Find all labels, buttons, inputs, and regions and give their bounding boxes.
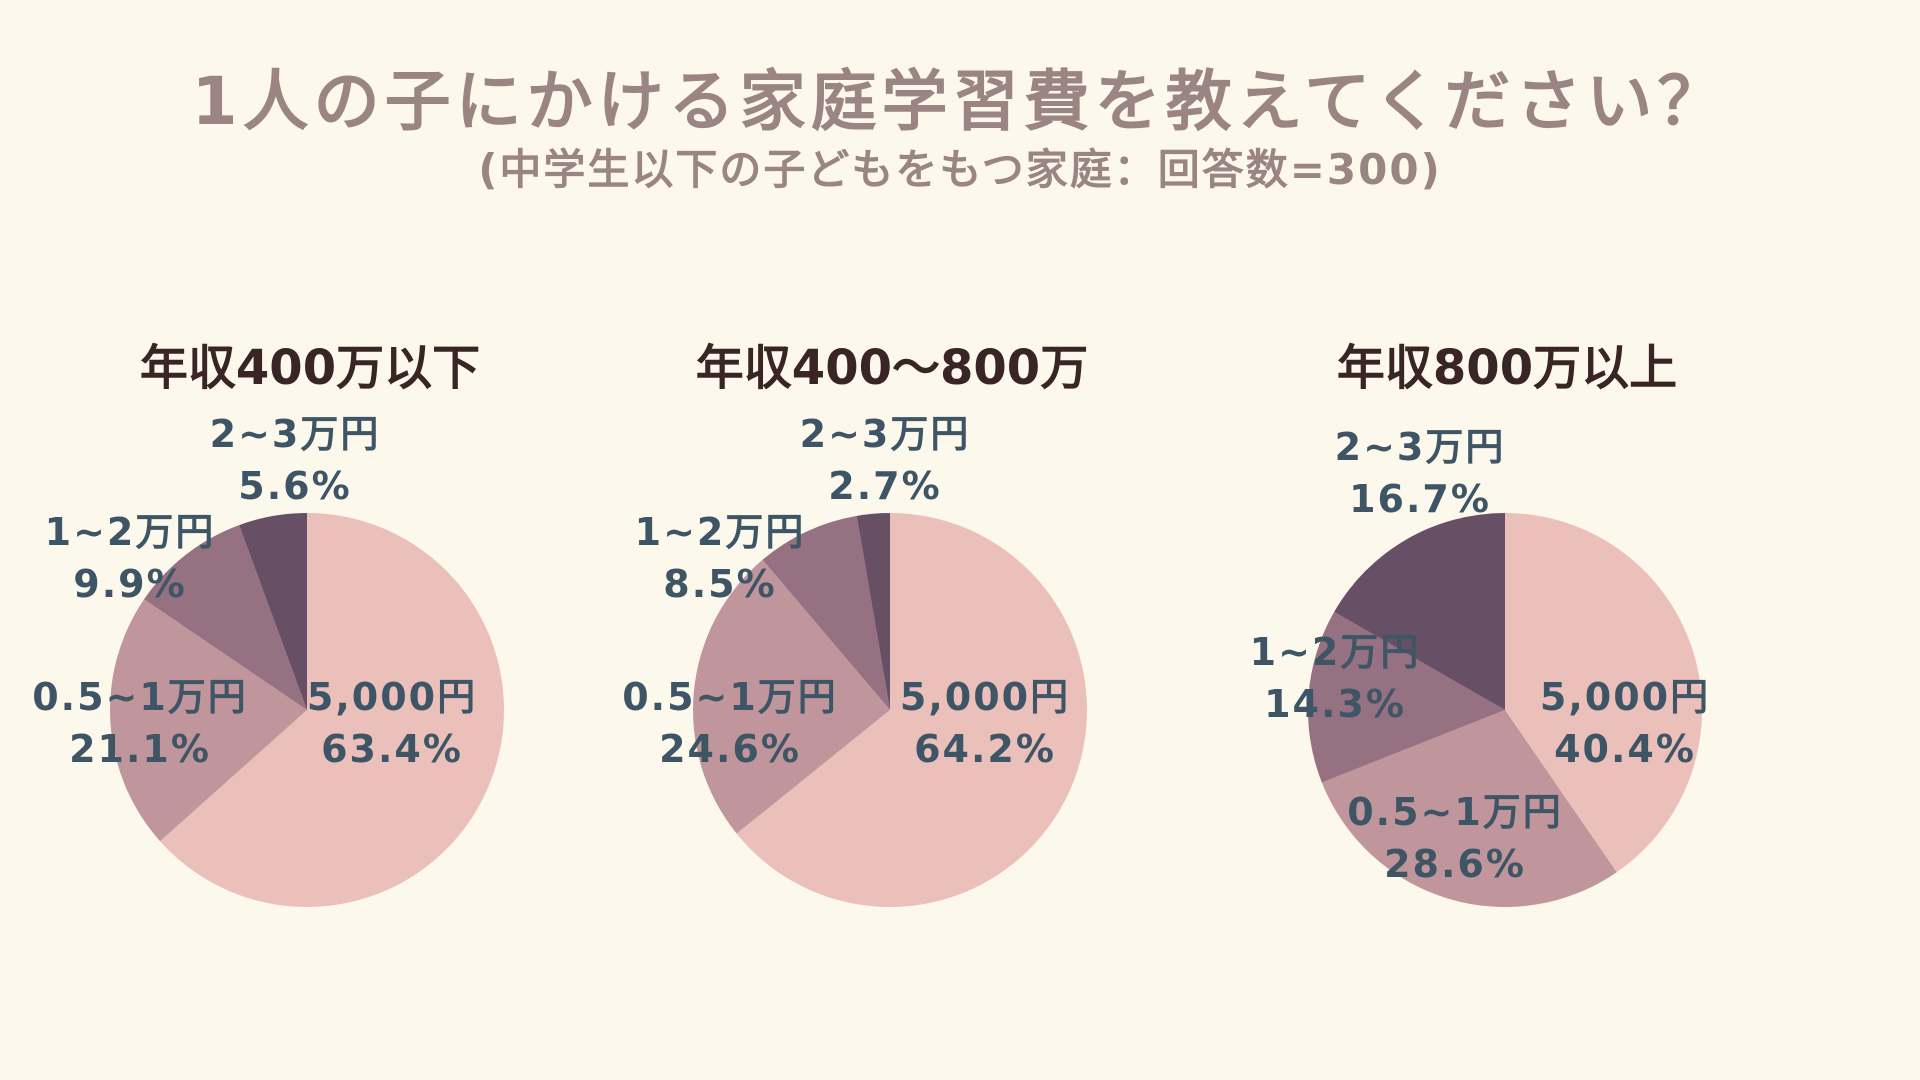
pie-1-value-label-1: 63.4%: [321, 727, 463, 771]
chart-1-title: 年収400万以下: [139, 340, 481, 396]
pie-1-slice-1: [160, 513, 505, 908]
pie-3-slice-4: [1334, 513, 1505, 710]
pie-1-value-label-3: 9.9%: [73, 562, 186, 606]
pie-3-value-label-1: 40.4%: [1554, 727, 1696, 771]
pie-3-category-label-4: 2~3万円: [1335, 425, 1506, 469]
pie-2-label-1: 5,000円 64.2%: [900, 675, 1070, 771]
pie-1-slice-3: [144, 525, 307, 710]
pie-3-category-label-3: 1~2万円: [1250, 630, 1421, 674]
pie-1-category-label-2: 0.5~1万円: [32, 675, 248, 719]
pie-3-label-2: 0.5~1万円 28.6%: [1347, 790, 1563, 886]
pie-1-label-4: 2~3万円 5.6%: [210, 412, 381, 508]
pie-2-category-label-4: 2~3万円: [800, 412, 971, 456]
pie-1-category-label-1: 5,000円: [307, 675, 477, 719]
pie-2-slice-2: [692, 559, 890, 834]
pie-chart-3: 5,000円 40.4% 0.5~1万円 28.6% 1~2万円 14.3% 2~3万円 16…: [1250, 425, 1710, 908]
pie-2-value-label-4: 2.7%: [828, 464, 941, 508]
pie-3-slice-2: [1321, 710, 1617, 908]
page-title: 1人の子にかける家庭学習費を教えてください？: [191, 63, 1729, 140]
pie-2-value-label-3: 8.5%: [663, 562, 776, 606]
pie-3-slice-1: [1505, 513, 1703, 873]
pie-3-label-3: 1~2万円 14.3%: [1250, 630, 1421, 726]
pie-1-slice-4: [239, 513, 307, 710]
pie-1-value-label-2: 21.1%: [69, 727, 211, 771]
pie-1-label-2: 0.5~1万円 21.1%: [32, 675, 248, 771]
pie-1-label-3: 1~2万円 9.9%: [45, 510, 216, 606]
pie-1-value-label-4: 5.6%: [238, 464, 351, 508]
pie-3-label-4: 2~3万円 16.7%: [1335, 425, 1506, 521]
pie-2-category-label-3: 1~2万円: [635, 510, 806, 554]
pie-chart-1: 5,000円 63.4% 0.5~1万円 21.1% 1~2万円 9.9% 2~3万円 5.6…: [32, 412, 505, 908]
pie-2-value-label-1: 64.2%: [914, 727, 1056, 771]
pie-3-slice-3: [1307, 611, 1505, 783]
pie-2-value-label-2: 24.6%: [659, 727, 801, 771]
pie-2-category-label-2: 0.5~1万円: [622, 675, 838, 719]
pie-3-value-label-3: 14.3%: [1264, 682, 1406, 726]
pie-3-label-1: 5,000円 40.4%: [1540, 675, 1710, 771]
pie-3-category-label-2: 0.5~1万円: [1347, 790, 1563, 834]
chart-2-title: 年収400～800万: [695, 340, 1089, 396]
pie-3-category-label-1: 5,000円: [1540, 675, 1710, 719]
pie-3-value-label-4: 16.7%: [1349, 477, 1491, 521]
pie-2-slice-1: [736, 513, 1087, 907]
pie-2-slice-3: [762, 515, 890, 710]
pie-2-label-3: 1~2万円 8.5%: [635, 510, 806, 606]
pie-1-category-label-4: 2~3万円: [210, 412, 381, 456]
pie-chart-2: 5,000円 64.2% 0.5~1万円 24.6% 1~2万円 8.5% 2~3万円 2.7…: [622, 412, 1087, 907]
pie-2-label-2: 0.5~1万円 24.6%: [622, 675, 838, 771]
pie-1-category-label-3: 1~2万円: [45, 510, 216, 554]
pie-1-label-1: 5,000円 63.4%: [307, 675, 477, 771]
chart-3-title: 年収800万以上: [1336, 340, 1678, 396]
pie-2-label-4: 2~3万円 2.7%: [800, 412, 971, 508]
page-subtitle: (中学生以下の子どもをもつ家庭：回答数=300): [478, 145, 1442, 194]
pie-2-slice-4: [856, 513, 890, 710]
pie-3-value-label-2: 28.6%: [1384, 842, 1526, 886]
pie-1-slice-2: [110, 599, 307, 842]
pie-2-category-label-1: 5,000円: [900, 675, 1070, 719]
